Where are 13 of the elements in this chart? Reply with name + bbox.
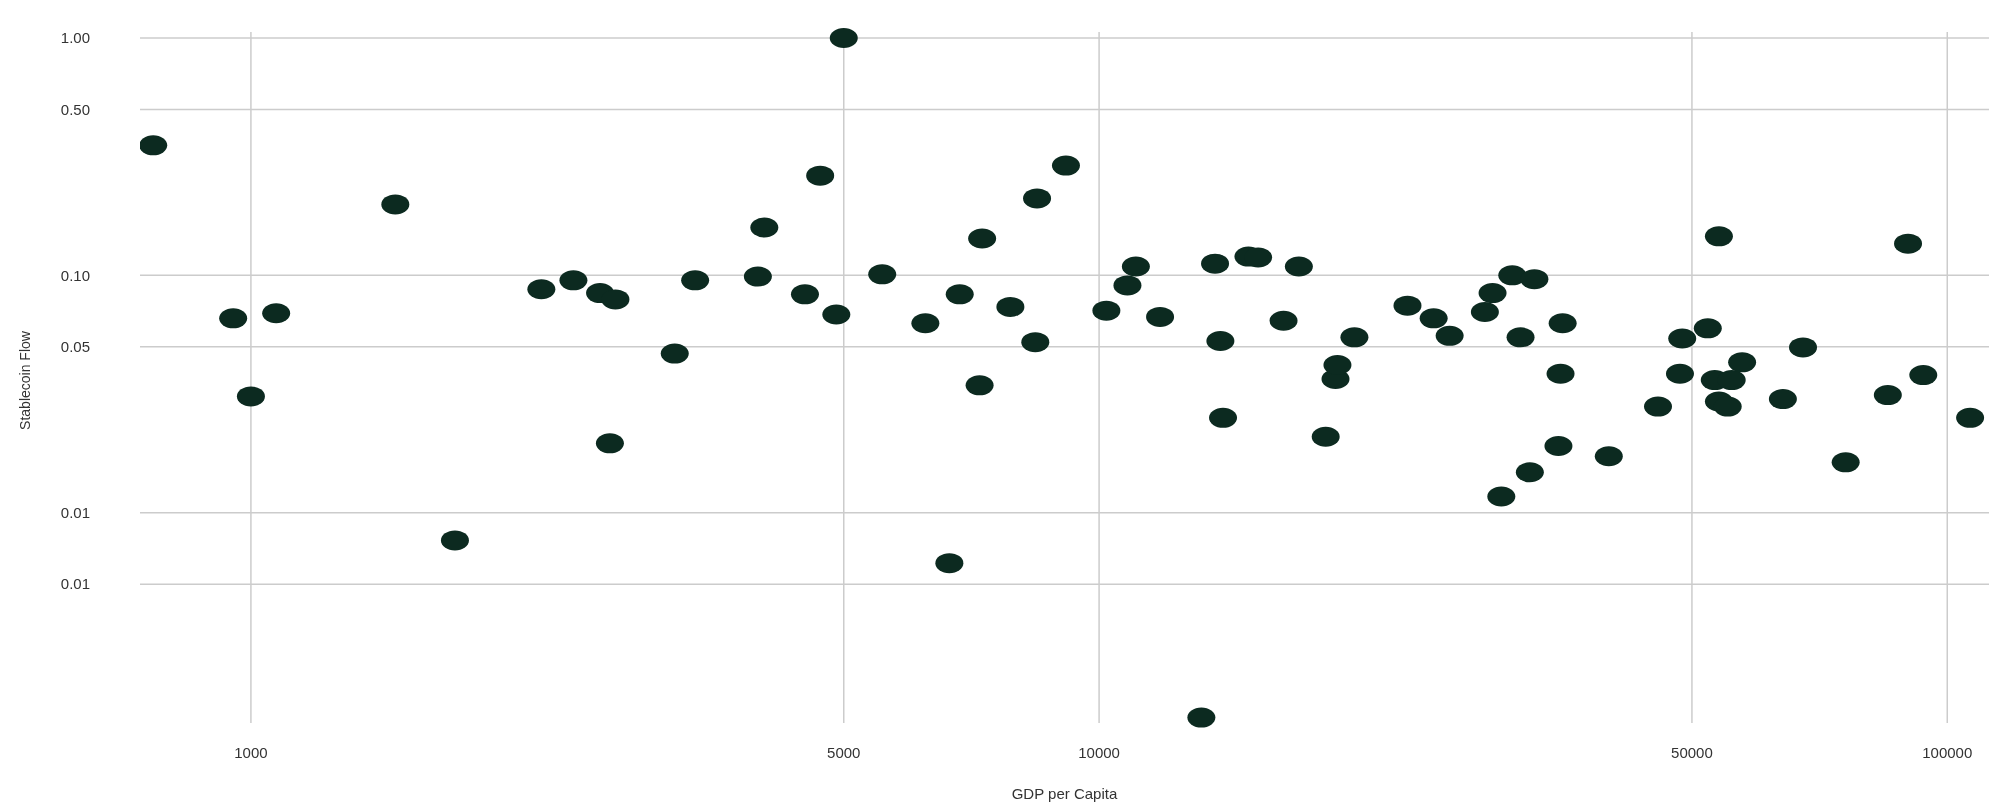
- y-tick-label: 0.05: [60, 338, 90, 356]
- x-tick-label: 1000: [234, 744, 268, 761]
- y-axis-title: Stablecoin Flow: [17, 330, 33, 430]
- y-tick-label: 0.01: [60, 503, 90, 521]
- y-tick-label: 1.00: [60, 29, 90, 47]
- x-tick-label: 5000: [827, 744, 861, 761]
- x-tick-label: 100000: [1922, 744, 1973, 761]
- x-tick-label: 50000: [1671, 744, 1713, 761]
- y-tick-label: 0.50: [60, 100, 90, 118]
- y-tick-label: 0.01: [60, 575, 90, 593]
- x-axis-title: GDP per Capita: [1011, 785, 1118, 802]
- y-tick-label: 0.10: [60, 266, 90, 284]
- x-tick-label: 10000: [1078, 744, 1120, 761]
